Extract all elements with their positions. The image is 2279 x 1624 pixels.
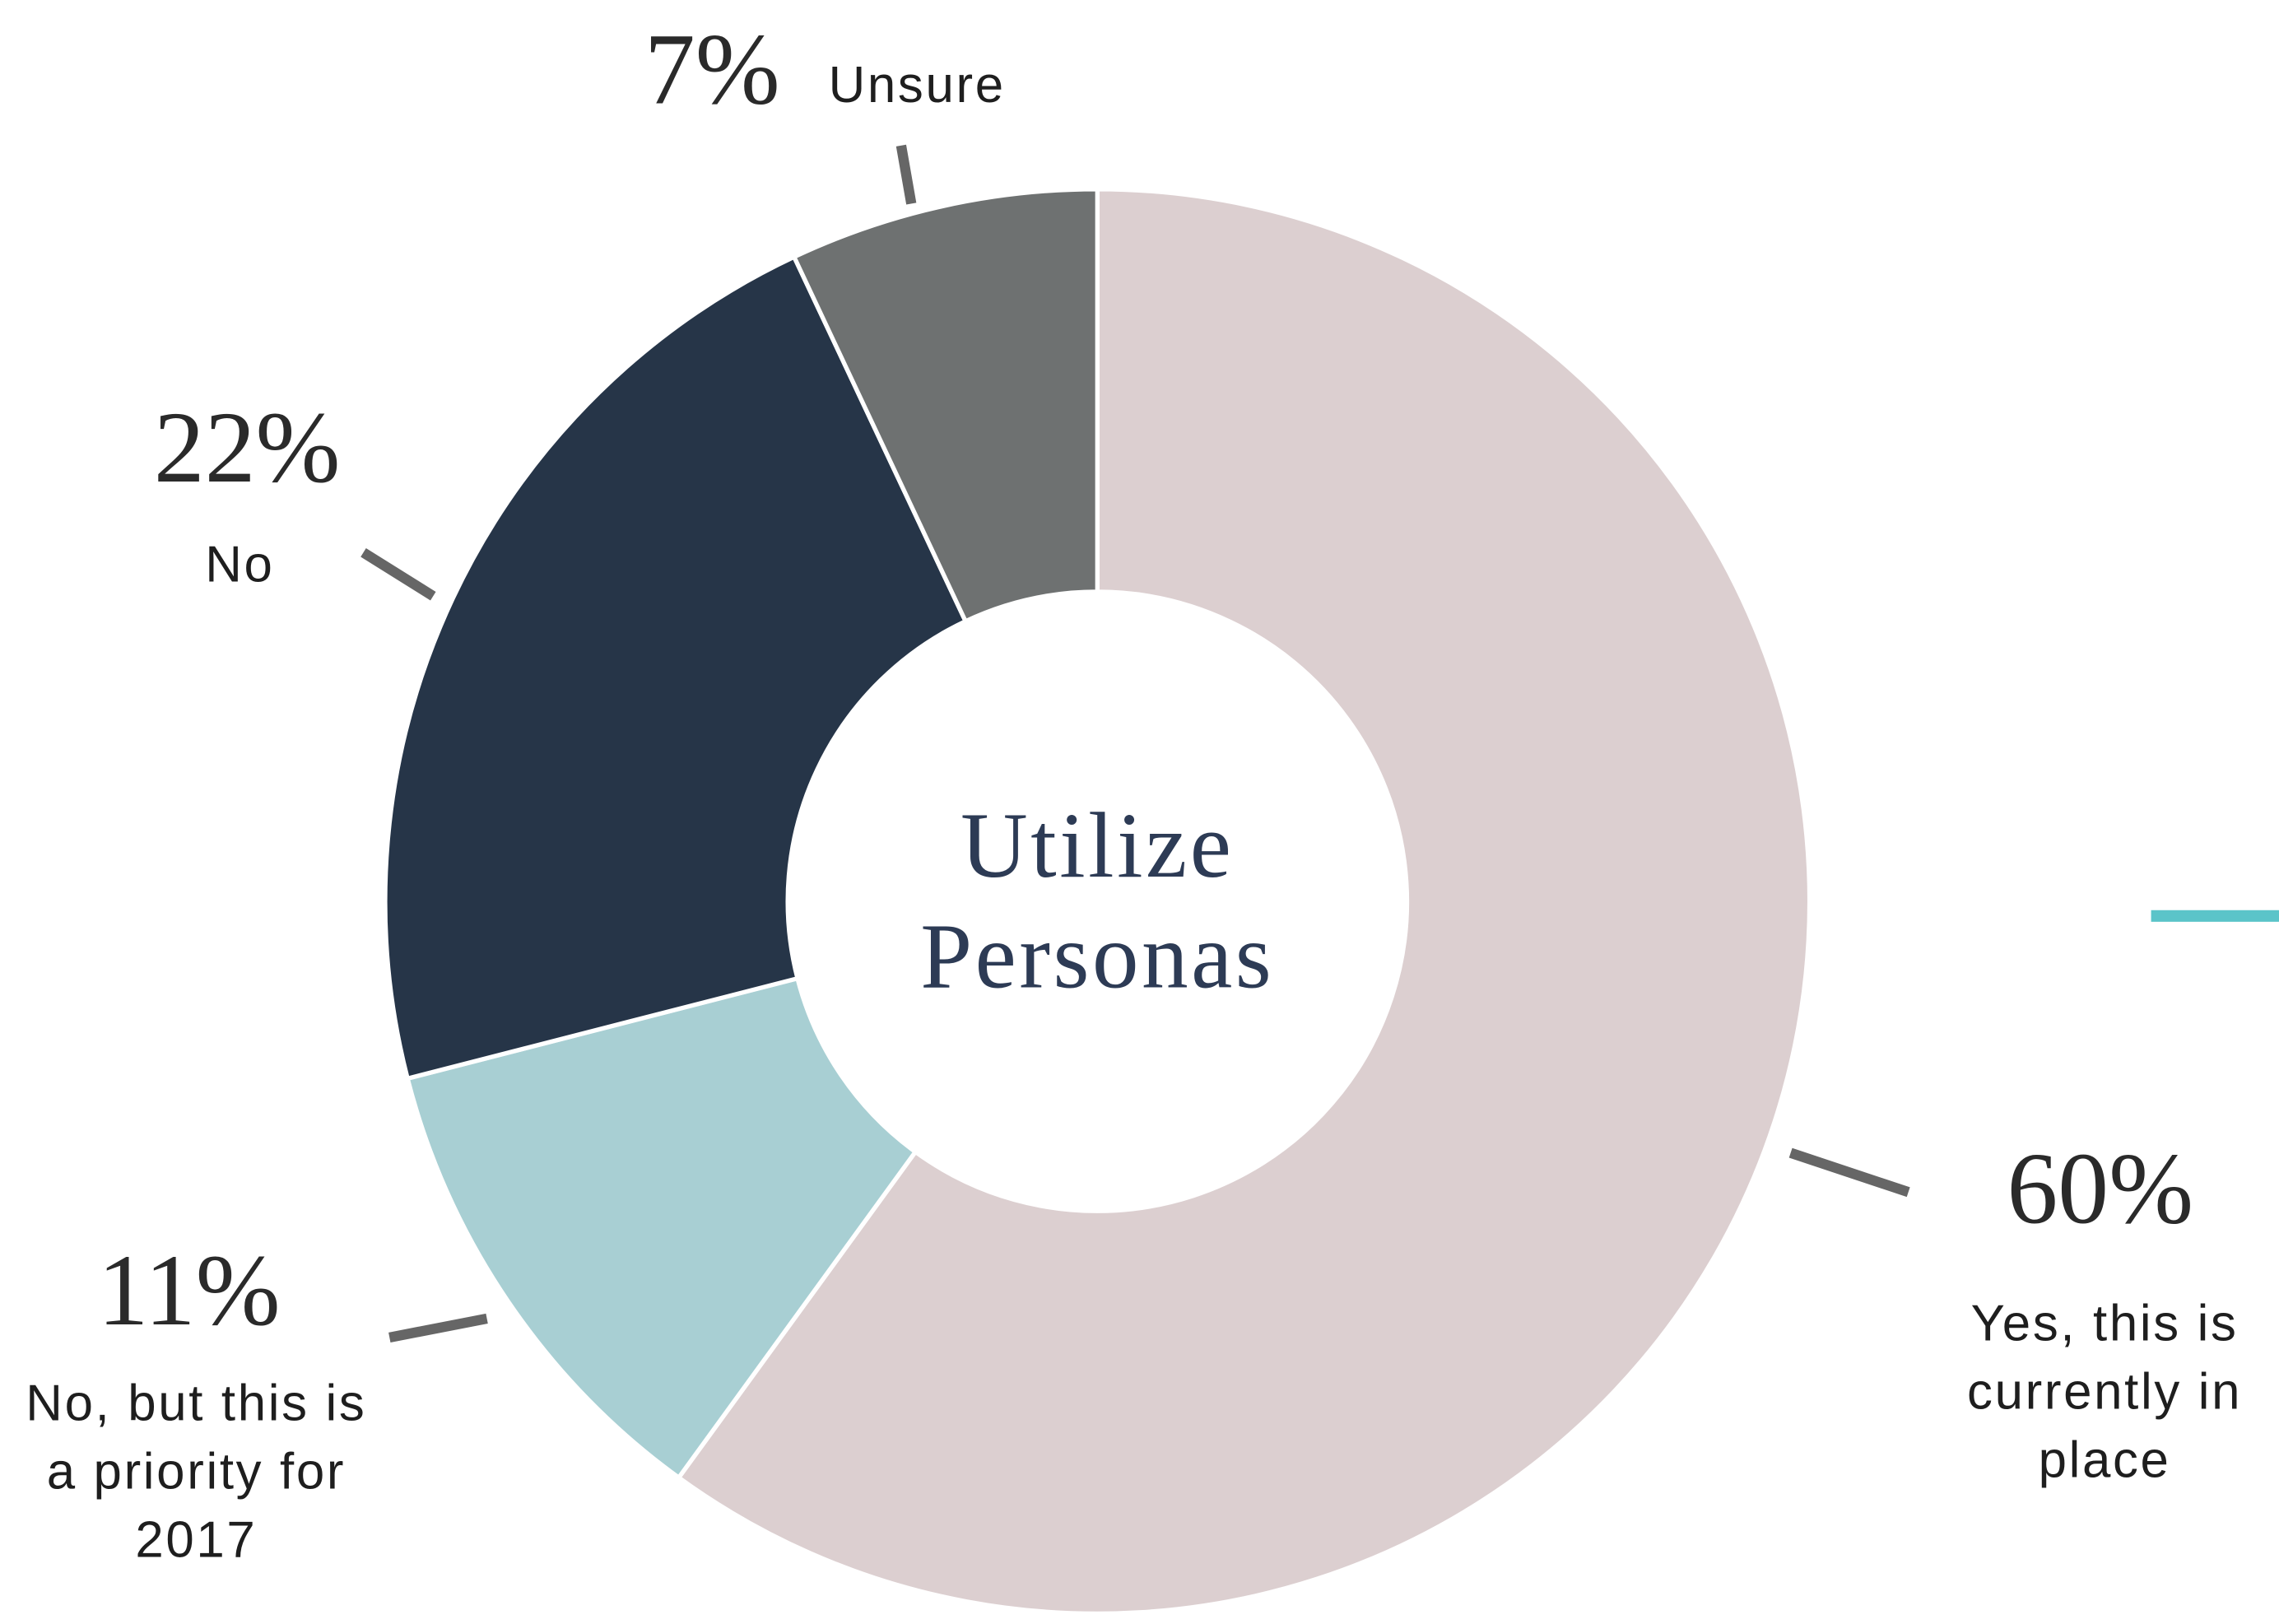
category-label: No	[205, 536, 275, 593]
category-label: No, but this is a priority for 2017	[26, 1375, 367, 1569]
category-label-box: No	[205, 536, 275, 593]
category-label-box: Unsure	[828, 57, 1006, 114]
percent-label: 7%	[644, 13, 780, 126]
donut-slice	[404, 975, 919, 1481]
donut-slice	[383, 254, 969, 1082]
category-label: Yes, this is currently in place	[1967, 1295, 2243, 1489]
percent-label: 60%	[2007, 1132, 2193, 1245]
leader-line	[388, 1313, 488, 1342]
chart-title: Utilize Personas	[920, 793, 1275, 1008]
donut-hole	[788, 593, 1406, 1210]
category-label: Unsure	[828, 57, 1006, 114]
percent-label: 22%	[154, 391, 341, 504]
percent-label: 11%	[98, 1234, 281, 1347]
leader-line	[1788, 1147, 1910, 1198]
category-label-box: Yes, this is currently in place	[1967, 1295, 2243, 1489]
chart-title-box: Utilize Personas	[920, 793, 1275, 1008]
leader-line	[360, 548, 436, 601]
category-label-box: No, but this is a priority for 2017	[26, 1375, 367, 1569]
donut-slice	[791, 187, 1100, 625]
donut-slice	[675, 187, 1812, 1617]
leader-line	[895, 144, 917, 205]
